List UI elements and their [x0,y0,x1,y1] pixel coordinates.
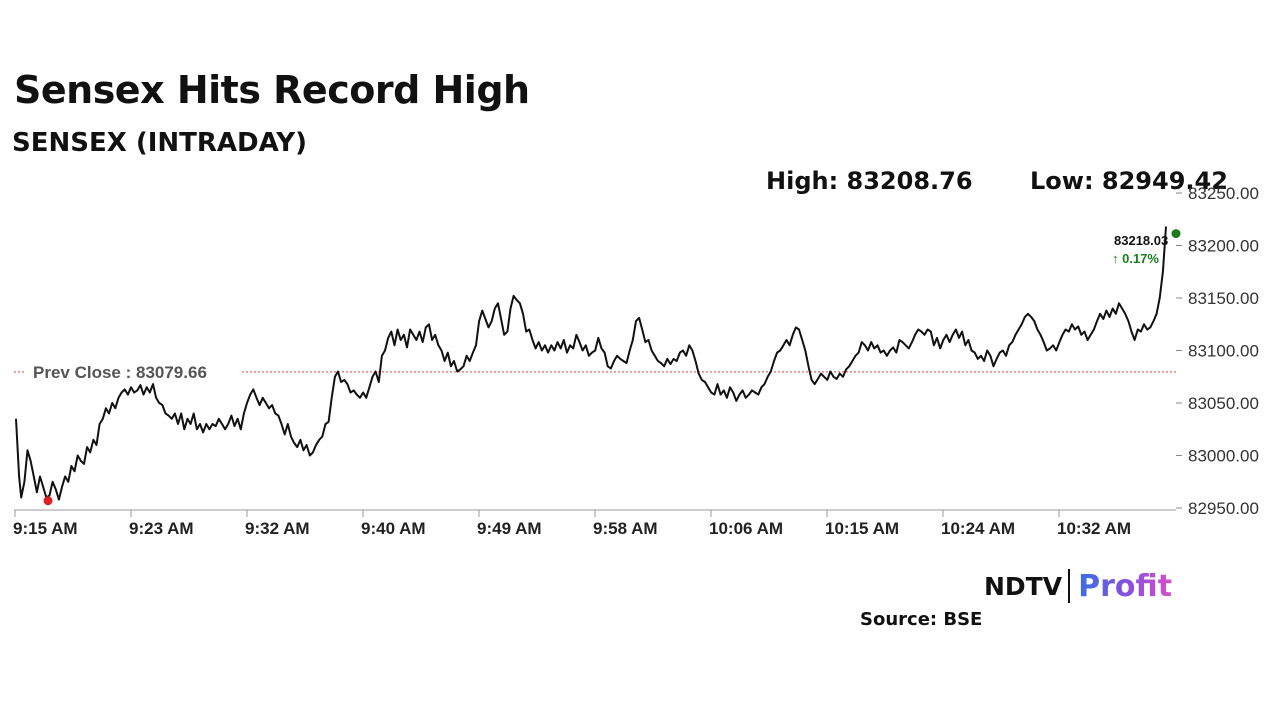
prev-close-label: Prev Close : 83079.66 [33,363,207,382]
last-value-label: 83218.03 [1114,233,1168,248]
x-tick-label: 10:06 AM [709,519,783,538]
low-label: Low: 82949.42 [1030,167,1228,195]
y-tick-label: 82950.00 [1188,499,1259,518]
x-tick-label: 10:24 AM [941,519,1015,538]
chart-title: Sensex Hits Record High [14,68,530,112]
x-tick-label: 9:32 AM [245,519,310,538]
low-point-dot [43,496,53,506]
y-tick-label: 83100.00 [1188,342,1259,361]
prev-close-label-bg [26,358,242,381]
x-tick-label: 10:32 AM [1057,519,1131,538]
logo-ndtv-text: NDTV [984,571,1063,601]
y-tick-label: 83250.00 [1188,184,1259,203]
x-tick-label: 9:49 AM [477,519,542,538]
last-change-label: ↑ 0.17% [1112,251,1159,266]
y-tick-label: 83000.00 [1188,447,1259,466]
x-tick-label: 10:15 AM [825,519,899,538]
source-note: Source: BSE [860,609,983,630]
y-tick-label: 83200.00 [1188,237,1259,256]
logo-profit-text: Profit [1078,568,1173,604]
x-tick-label: 9:58 AM [593,519,658,538]
logo-divider [1068,569,1071,603]
x-tick-label: 9:40 AM [361,519,426,538]
y-tick-label: 83050.00 [1188,394,1259,413]
last-point-dot [1171,229,1181,239]
sensex-line [15,226,1167,501]
y-tick-label: 83150.00 [1188,289,1259,308]
x-tick-label: 9:15 AM [13,519,78,538]
x-tick-label: 9:23 AM [129,519,194,538]
high-label: High: 83208.76 [766,167,973,195]
ndtv-profit-logo: NDTV Profit [984,568,1172,604]
chart-subtitle: SENSEX (INTRADAY) [12,128,307,158]
